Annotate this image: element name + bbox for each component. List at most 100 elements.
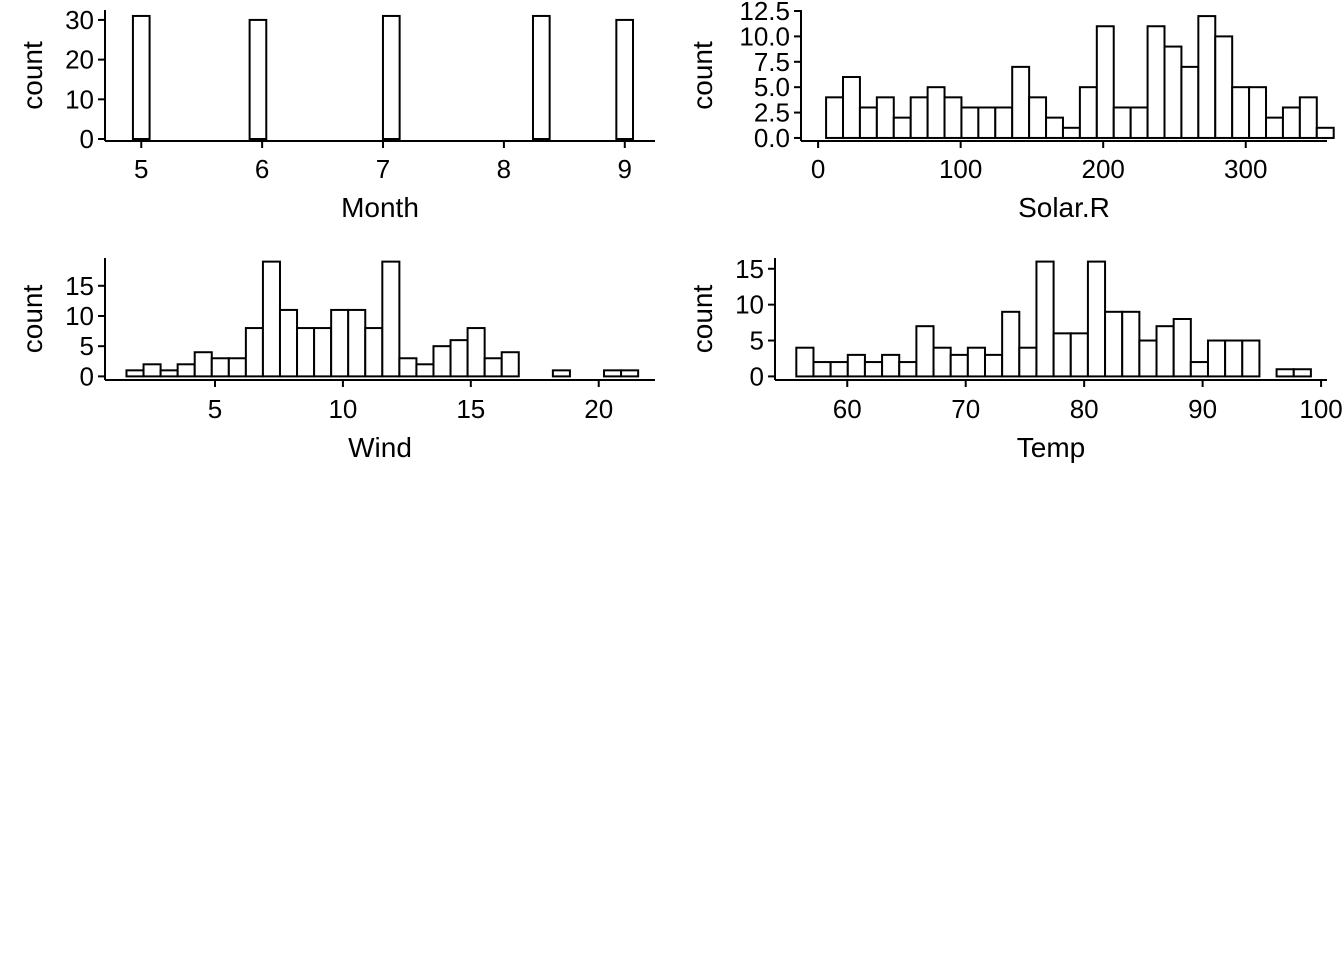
histogram-bar <box>551 369 571 378</box>
histogram-bar <box>1180 65 1200 139</box>
y-axis-title: count <box>17 285 48 354</box>
histogram-bar <box>244 327 264 378</box>
x-tick-label: 8 <box>497 154 511 184</box>
histogram-bar <box>1224 339 1244 378</box>
histogram-bar <box>381 260 401 378</box>
histogram-bar <box>846 353 866 378</box>
y-tick-label: 0 <box>80 361 94 391</box>
panel-month: 5 6 7 8 9 0 10 20 30 Month count <box>17 5 655 223</box>
y-tick-label: 10 <box>735 290 764 320</box>
histogram-bar <box>1231 86 1251 139</box>
histogram-bar <box>858 106 878 139</box>
x-tick-label: 5 <box>208 394 222 424</box>
histogram-bar <box>381 14 401 141</box>
histogram-bar <box>949 353 969 378</box>
x-tick-label: 10 <box>328 394 357 424</box>
histogram-bar <box>1112 106 1132 139</box>
histogram-bar <box>364 327 384 378</box>
histogram-bar <box>1035 260 1055 378</box>
y-tick-label: 10.0 <box>739 21 790 51</box>
histogram-bar <box>1275 368 1295 378</box>
histogram-bar <box>898 361 918 378</box>
histogram-bar <box>1052 332 1072 378</box>
x-tick-label: 80 <box>1070 394 1099 424</box>
histogram-bar <box>176 363 196 378</box>
histogram-bar <box>1138 339 1158 378</box>
histogram-bar <box>398 357 418 378</box>
histogram-bar <box>466 327 486 378</box>
histogram-bar <box>1298 96 1318 139</box>
histogram-bar <box>125 369 145 378</box>
histogram-bar <box>1001 310 1021 378</box>
histogram-bar <box>795 346 815 378</box>
histogram-bar <box>943 96 963 139</box>
y-tick-label: 15 <box>735 254 764 284</box>
histogram-bar <box>531 14 551 141</box>
histogram-bar <box>1018 346 1038 378</box>
histogram-bar <box>1163 45 1183 139</box>
y-tick-label: 0 <box>750 361 764 391</box>
x-axis-title: Temp <box>1017 432 1085 463</box>
histogram-bar <box>875 96 895 139</box>
histogram-bar <box>1248 86 1268 139</box>
y-tick-label: 10 <box>65 301 94 331</box>
x-axis-title: Wind <box>348 432 412 463</box>
y-tick-label: 30 <box>65 5 94 35</box>
y-tick-label: 12.5 <box>739 0 790 26</box>
histogram-bar <box>1292 368 1312 378</box>
histogram-bar <box>1028 96 1048 139</box>
histogram-bar <box>812 361 832 378</box>
histogram-bar <box>1061 126 1081 139</box>
histogram-bar <box>825 96 845 139</box>
histogram-bar <box>1104 310 1124 378</box>
histogram-bar <box>842 76 861 139</box>
histogram-bar <box>1129 106 1149 139</box>
panel-temp: 60 70 80 90 100 0 5 10 15 Temp count <box>687 254 1343 463</box>
histogram-bar <box>863 361 884 378</box>
x-tick-label: 70 <box>951 394 980 424</box>
x-tick-label: 60 <box>833 394 862 424</box>
y-tick-label: 10 <box>65 84 94 114</box>
histogram-bar <box>248 18 268 141</box>
histogram-bar <box>432 345 452 378</box>
histogram-bar <box>227 357 247 378</box>
histogram-bar <box>1206 339 1227 378</box>
x-tick-label: 9 <box>618 154 632 184</box>
x-tick-label: 20 <box>584 394 613 424</box>
y-tick-label: 5 <box>750 326 764 356</box>
histogram-bar <box>500 351 520 378</box>
histogram-bar <box>603 369 623 378</box>
histogram-bar <box>1086 260 1107 378</box>
panel-solar-r: 0 100 200 300 0.02.55.07.510.012.5 Solar.R cou… <box>687 0 1335 223</box>
x-tick-label: 100 <box>939 154 982 184</box>
x-tick-label: 90 <box>1188 394 1217 424</box>
histogram-bar <box>932 346 952 378</box>
histogram-bar <box>1197 15 1217 139</box>
y-axis-title: count <box>687 285 718 354</box>
histogram-bar <box>1121 310 1141 378</box>
histogram-bar <box>415 363 435 378</box>
x-axis-title: Solar.R <box>1018 192 1110 223</box>
x-tick-label: 15 <box>456 394 485 424</box>
histogram-bar <box>892 116 912 139</box>
histogram-bar <box>1214 35 1234 139</box>
y-tick-label: 0 <box>80 124 94 154</box>
y-tick-label: 2.5 <box>754 98 790 128</box>
histogram-bar <box>1011 65 1031 139</box>
histogram-bar <box>1241 339 1261 378</box>
histogram-bar <box>296 327 316 378</box>
histogram-bar <box>313 327 333 378</box>
histogram-bar <box>1189 361 1209 378</box>
histogram-bar <box>278 308 299 378</box>
histogram-bar <box>1078 86 1098 139</box>
histogram-bar <box>210 357 230 378</box>
y-axis-title: count <box>687 41 718 110</box>
x-tick-label: 5 <box>134 154 148 184</box>
histogram-bar <box>829 361 849 378</box>
histogram-bar <box>960 106 980 139</box>
histogram-bar <box>449 339 469 378</box>
y-tick-label: 5 <box>80 331 94 361</box>
histogram-bar <box>909 96 929 139</box>
